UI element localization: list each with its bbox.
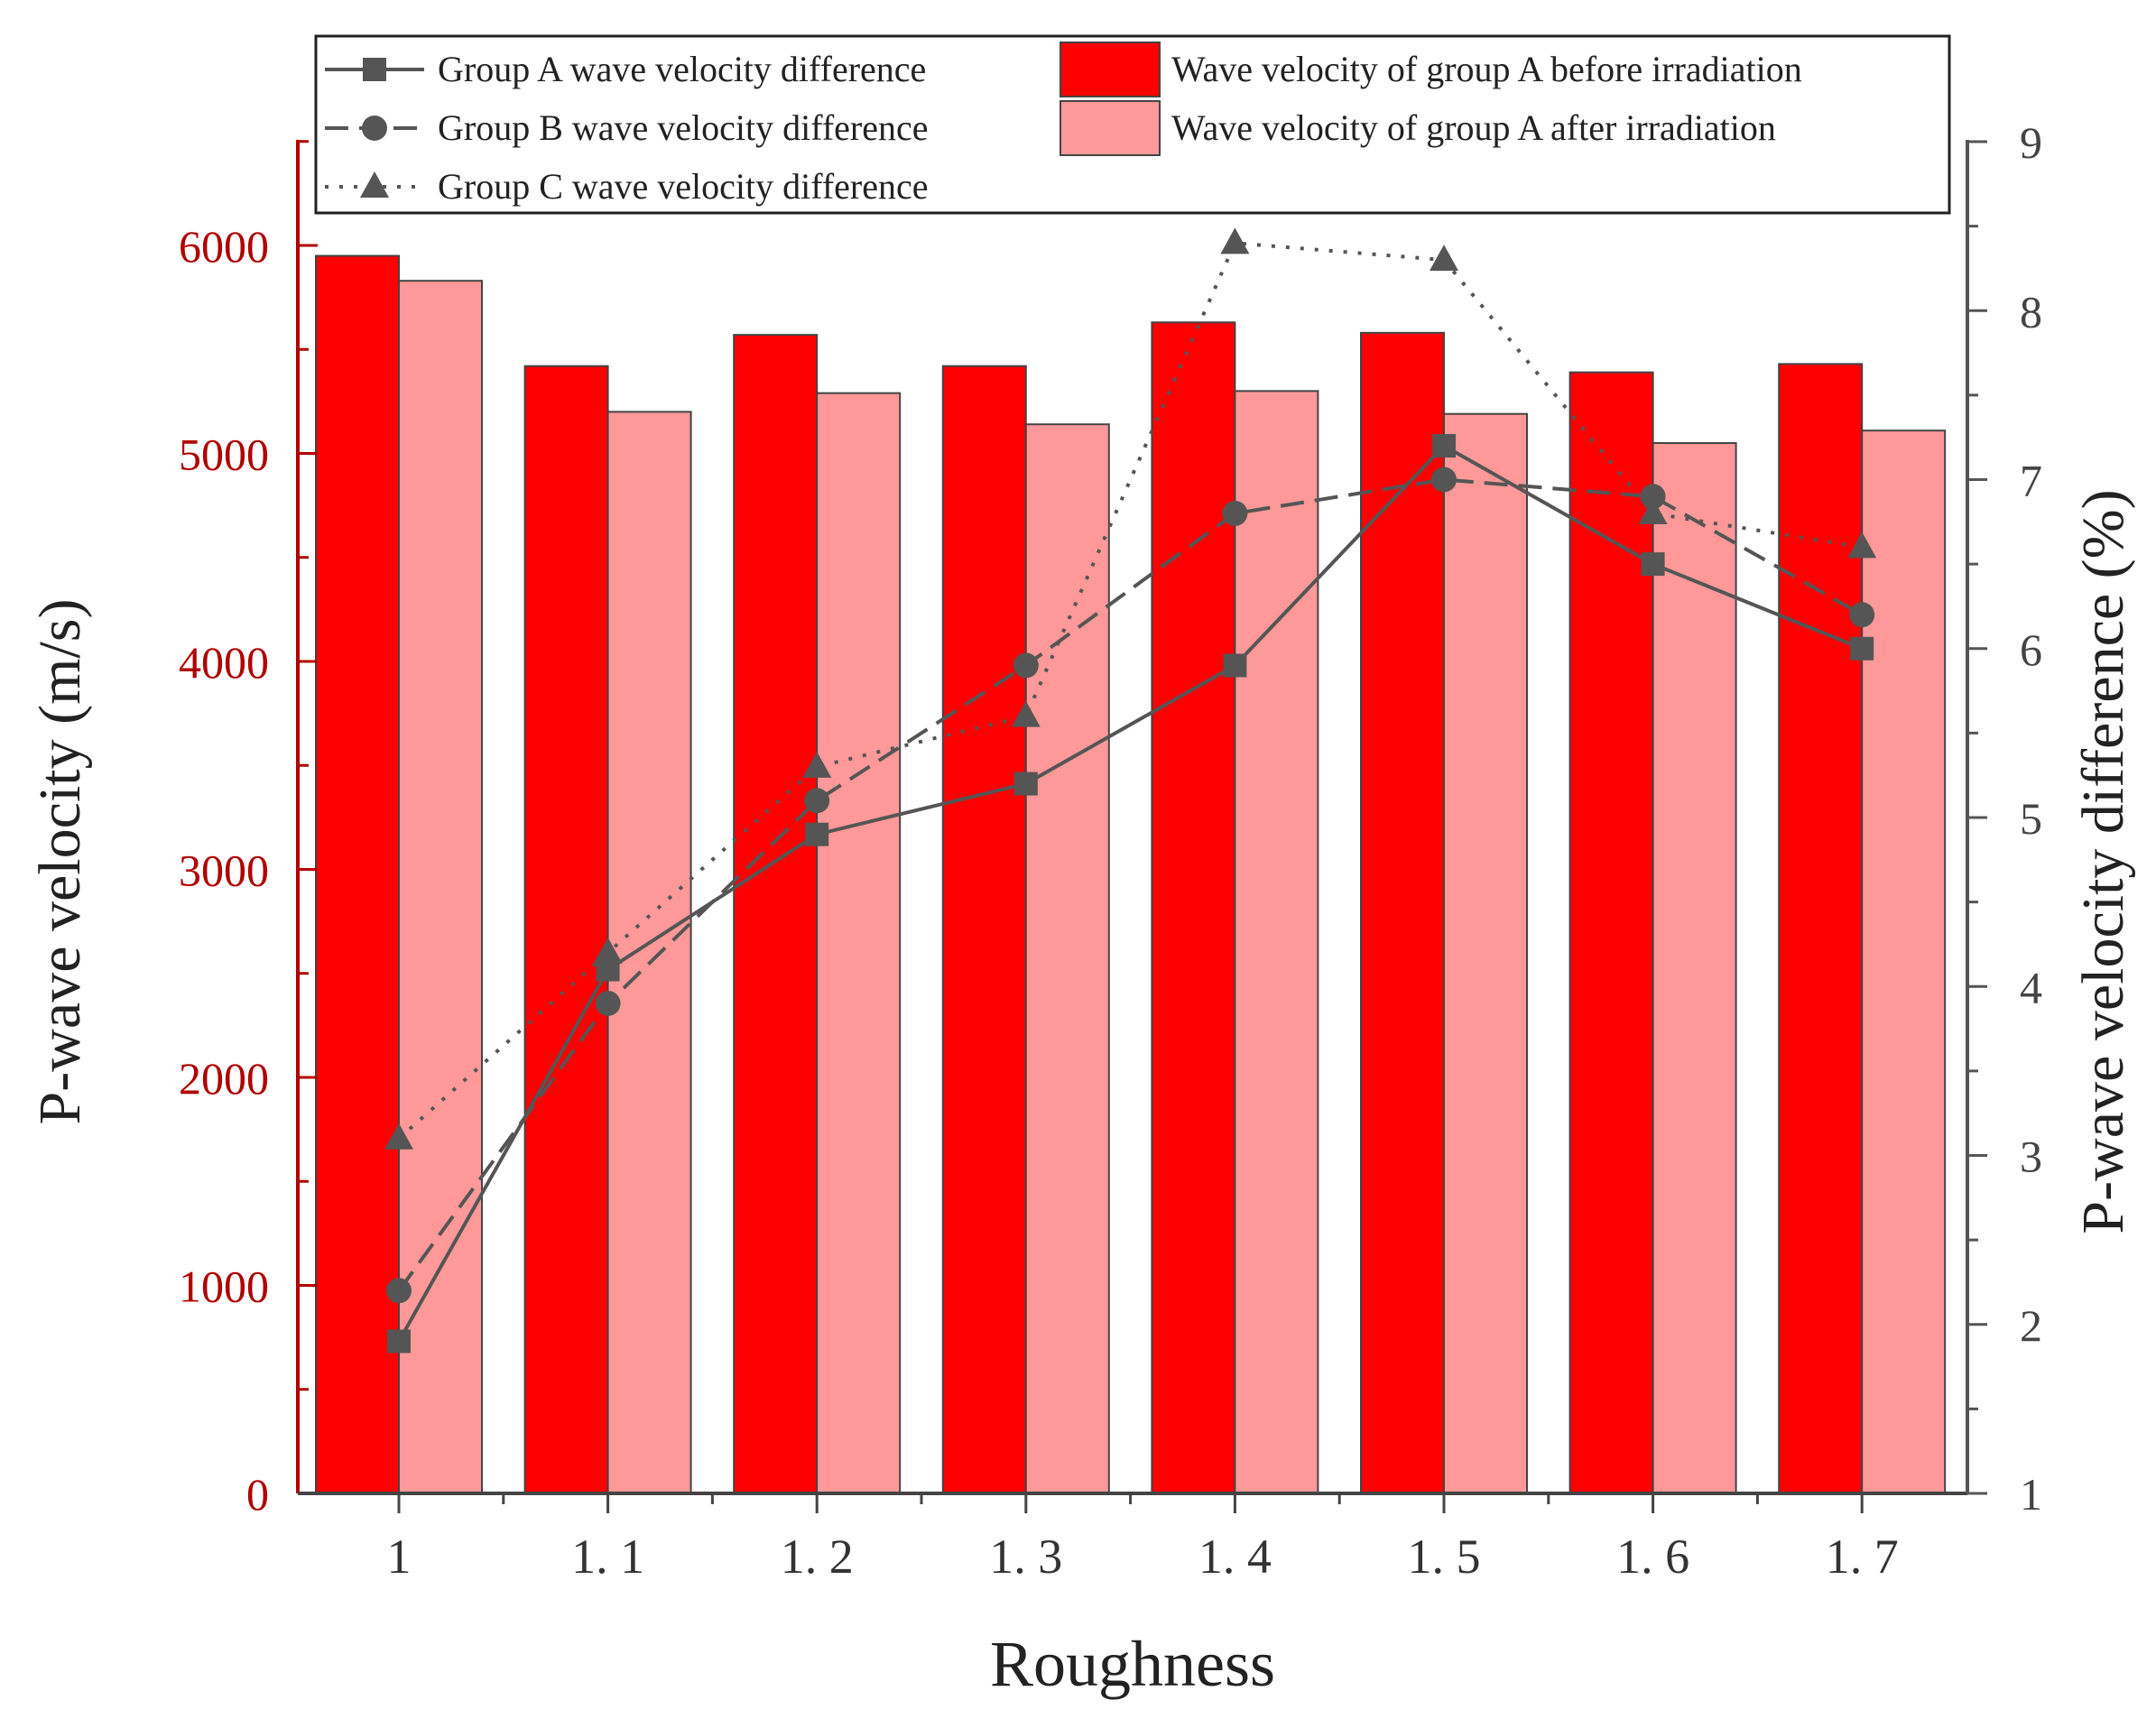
- point-square-7: [1850, 636, 1874, 661]
- x-tick-label: 1. 2: [781, 1529, 854, 1584]
- lines-layer: [384, 227, 1877, 1354]
- point-triangle-6: [1638, 497, 1668, 524]
- point-square-0: [387, 1329, 411, 1354]
- bar-before-3: [941, 365, 1027, 1495]
- axes-layer: 0 1000 2000 3000 4000 5000 6000 1 1. 1 1. 2 1. 3 1.…: [179, 117, 2042, 1584]
- bars-layer: [315, 254, 1947, 1495]
- point-square-4: [1223, 653, 1247, 678]
- left-tick-label: 5000: [179, 430, 269, 480]
- point-circle-7: [1849, 602, 1875, 628]
- legend-marker-circle: [362, 116, 387, 141]
- point-triangle-1: [593, 937, 623, 964]
- bar-after-2: [816, 392, 902, 1494]
- bar-after-5: [1443, 412, 1528, 1495]
- x-tick-label: 1. 3: [989, 1529, 1062, 1584]
- x-tick-label: 1. 1: [571, 1529, 644, 1584]
- point-circle-2: [804, 788, 830, 814]
- legend-swatch-1: [1059, 100, 1161, 156]
- point-square-3: [1013, 772, 1038, 796]
- right-tick-label: 3: [2020, 1132, 2042, 1182]
- point-circle-4: [1222, 500, 1248, 526]
- point-circle-1: [595, 990, 621, 1016]
- legend: Group A wave velocity difference Group B …: [314, 34, 1951, 215]
- point-triangle-4: [1220, 227, 1250, 254]
- y2-axis-label: P-wave velocity difference (%): [2070, 489, 2136, 1234]
- bar-before-5: [1360, 331, 1445, 1494]
- right-tick-label: 7: [2020, 456, 2042, 506]
- legend-swatch-0: [1059, 42, 1161, 97]
- point-circle-6: [1640, 484, 1666, 510]
- legend-marker-square: [363, 58, 386, 81]
- x-tick-label: 1. 7: [1826, 1529, 1899, 1584]
- point-square-2: [805, 822, 829, 846]
- point-triangle-5: [1430, 245, 1458, 272]
- left-tick-label: 3000: [179, 846, 269, 896]
- legend-label: Wave velocity of group A after irradiati…: [1171, 107, 1776, 148]
- bar-before-6: [1568, 371, 1654, 1495]
- point-triangle-0: [384, 1123, 413, 1150]
- bar-after-7: [1861, 430, 1947, 1494]
- left-tick-label: 2000: [179, 1053, 269, 1104]
- point-square-6: [1641, 552, 1665, 577]
- legend-label: Group A wave velocity difference: [438, 49, 926, 89]
- y-axis-label: P-wave velocity (m/s): [27, 599, 93, 1125]
- bar-before-1: [523, 365, 609, 1495]
- point-square-5: [1432, 434, 1456, 458]
- right-tick-label: 5: [2020, 793, 2042, 844]
- x-tick-label: 1. 6: [1616, 1529, 1689, 1584]
- bar-before-0: [315, 254, 400, 1494]
- right-tick-label: 2: [2020, 1300, 2042, 1351]
- right-tick-label: 9: [2020, 117, 2042, 168]
- x-tick-label: 1. 4: [1198, 1529, 1272, 1584]
- point-circle-3: [1013, 652, 1039, 679]
- point-circle-5: [1431, 467, 1457, 493]
- x-tick-label: 1: [387, 1529, 412, 1584]
- point-triangle-7: [1847, 531, 1877, 559]
- bar-after-6: [1652, 441, 1737, 1495]
- bar-before-2: [733, 334, 819, 1494]
- right-tick-label: 6: [2020, 624, 2042, 675]
- bar-before-7: [1778, 363, 1864, 1494]
- legend-label: Group B wave velocity difference: [438, 107, 929, 148]
- bar-before-4: [1151, 321, 1236, 1494]
- series-line-square: [397, 443, 1863, 1343]
- left-tick-label: 4000: [179, 637, 269, 688]
- point-circle-0: [386, 1278, 412, 1304]
- right-tick-label: 4: [2020, 962, 2042, 1012]
- right-tick-label: 1: [2020, 1469, 2042, 1520]
- right-tick-label: 8: [2020, 286, 2042, 337]
- bar-after-3: [1024, 423, 1110, 1495]
- legend-label: Group C wave velocity difference: [438, 166, 929, 207]
- bar-after-1: [606, 411, 692, 1494]
- bar-after-4: [1234, 390, 1319, 1495]
- legend-marker-triangle: [360, 171, 389, 198]
- point-triangle-3: [1011, 700, 1041, 727]
- x-axis-label: Roughness: [990, 1628, 1275, 1700]
- legend-label: Wave velocity of group A before irradiat…: [1171, 49, 1802, 89]
- point-triangle-2: [802, 751, 832, 778]
- left-tick-label: 1000: [179, 1261, 269, 1312]
- left-tick-label: 6000: [179, 221, 269, 272]
- bar-after-0: [398, 280, 483, 1494]
- left-tick-label: 0: [246, 1469, 269, 1520]
- x-tick-label: 1. 5: [1408, 1529, 1481, 1584]
